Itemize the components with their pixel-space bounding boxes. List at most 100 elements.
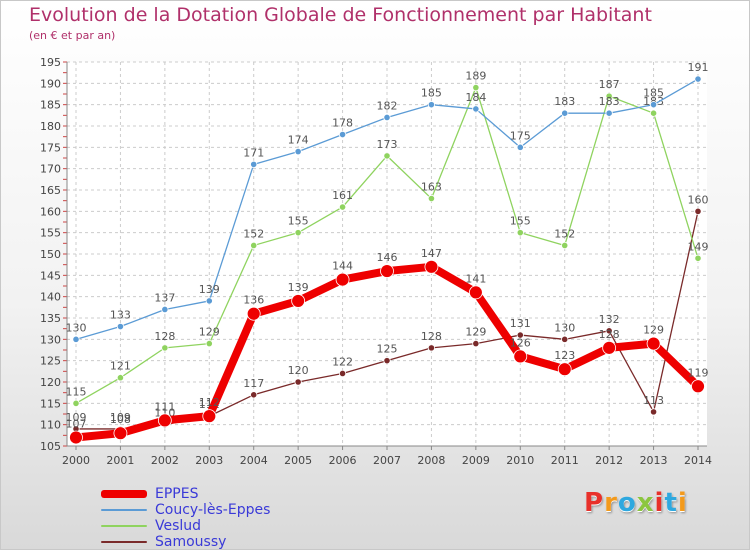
data-label: 149 <box>688 240 709 253</box>
y-tick-label: 175 <box>40 141 61 154</box>
chart-subtitle: (en € et par an) <box>29 29 116 42</box>
data-point <box>694 75 702 83</box>
logo-letter: i <box>654 488 665 518</box>
data-point <box>250 391 258 399</box>
data-point <box>335 272 350 287</box>
data-label: 139 <box>288 281 309 294</box>
proxiti-logo: Proxiti <box>584 488 688 518</box>
data-point <box>561 241 569 250</box>
data-label: 133 <box>110 309 131 322</box>
data-label: 144 <box>332 260 353 273</box>
data-label: 109 <box>110 411 131 424</box>
data-point <box>605 109 613 117</box>
data-point <box>69 430 83 445</box>
data-label: 174 <box>288 134 309 147</box>
x-tick-label: 2003 <box>195 454 223 467</box>
x-tick-label: 2004 <box>240 454 268 467</box>
data-point <box>605 327 613 335</box>
data-label: 183 <box>599 95 620 108</box>
data-label: 123 <box>554 349 575 362</box>
data-label: 112 <box>199 396 220 409</box>
data-point <box>424 259 439 274</box>
data-label: 183 <box>554 95 575 108</box>
data-point <box>72 399 80 407</box>
x-tick-label: 2014 <box>684 454 712 467</box>
data-label: 185 <box>421 87 442 100</box>
data-label: 126 <box>510 336 531 349</box>
data-point <box>202 409 217 424</box>
series-coucy-l-s-eppes: 130 133 137 139 171 174 178 182 185 184 175 183 183 1… <box>66 61 709 343</box>
logo-letter: o <box>617 488 637 518</box>
data-label: 120 <box>288 364 309 377</box>
x-tick-label: 2008 <box>417 454 445 467</box>
y-tick-label: 110 <box>40 419 61 432</box>
data-label: 152 <box>554 227 575 240</box>
y-tick-label: 180 <box>40 120 61 133</box>
data-point <box>694 207 702 215</box>
data-label: 132 <box>599 313 620 326</box>
y-tick-label: 120 <box>40 376 61 389</box>
data-label: 128 <box>599 328 620 341</box>
data-label: 125 <box>377 343 398 356</box>
data-label: 173 <box>377 138 398 151</box>
data-label: 160 <box>688 193 709 206</box>
data-point <box>649 408 658 416</box>
y-tick-label: 125 <box>40 355 61 368</box>
data-point <box>338 130 347 139</box>
legend-label: Veslud <box>155 518 202 534</box>
data-label: 129 <box>199 326 220 339</box>
legend-item: Coucy-lès-Eppes <box>101 502 270 518</box>
data-label: 108 <box>110 413 131 426</box>
data-label: 189 <box>465 70 486 83</box>
data-label: 146 <box>377 251 398 264</box>
data-point <box>561 109 569 117</box>
y-tick-label: 160 <box>40 205 61 218</box>
legend-label: EPPES <box>155 486 199 502</box>
data-point <box>291 294 306 308</box>
data-point <box>513 349 528 364</box>
data-point <box>468 285 483 300</box>
data-label: 122 <box>332 355 353 368</box>
data-point <box>338 369 347 378</box>
series-veslud: 115 121 128 129 152 155 161 173 163 189 155 152 187 1… <box>66 70 709 407</box>
legend-label: Samoussy <box>155 534 227 550</box>
data-label: 191 <box>688 61 709 74</box>
y-tick-label: 190 <box>40 77 61 90</box>
data-label: 185 <box>643 87 664 100</box>
data-label: 175 <box>510 129 531 142</box>
y-tick-label: 155 <box>40 227 61 240</box>
data-point <box>557 362 572 377</box>
logo-letter: t <box>664 488 678 518</box>
data-label: 131 <box>510 317 531 330</box>
data-point <box>694 254 702 262</box>
legend-item: Veslud <box>101 518 270 534</box>
data-point <box>205 339 213 348</box>
y-tick-label: 150 <box>40 248 61 261</box>
data-label: 161 <box>332 189 353 202</box>
data-label: 152 <box>243 227 264 240</box>
y-tick-label: 135 <box>40 312 61 325</box>
data-point <box>516 331 524 339</box>
data-point <box>383 113 391 122</box>
y-tick-label: 130 <box>40 333 61 346</box>
data-label: 113 <box>643 394 664 407</box>
y-tick-label: 170 <box>40 163 61 176</box>
data-point <box>250 160 258 168</box>
data-point <box>250 241 258 250</box>
data-label: 128 <box>154 330 175 343</box>
logo-letter: r <box>604 488 618 518</box>
legend-item: EPPES <box>101 486 270 502</box>
data-label: 139 <box>199 283 220 296</box>
data-point <box>427 344 436 352</box>
data-point <box>427 101 436 109</box>
data-point <box>338 203 347 211</box>
data-label: 130 <box>554 321 575 334</box>
data-point <box>472 84 480 92</box>
chart-title: Evolution de la Dotation Globale de Fonc… <box>29 4 652 26</box>
logo-letter: x <box>636 488 655 518</box>
y-tick-label: 105 <box>40 440 61 453</box>
data-point <box>649 101 658 109</box>
y-tick-label: 115 <box>40 397 61 410</box>
data-point <box>116 374 125 382</box>
